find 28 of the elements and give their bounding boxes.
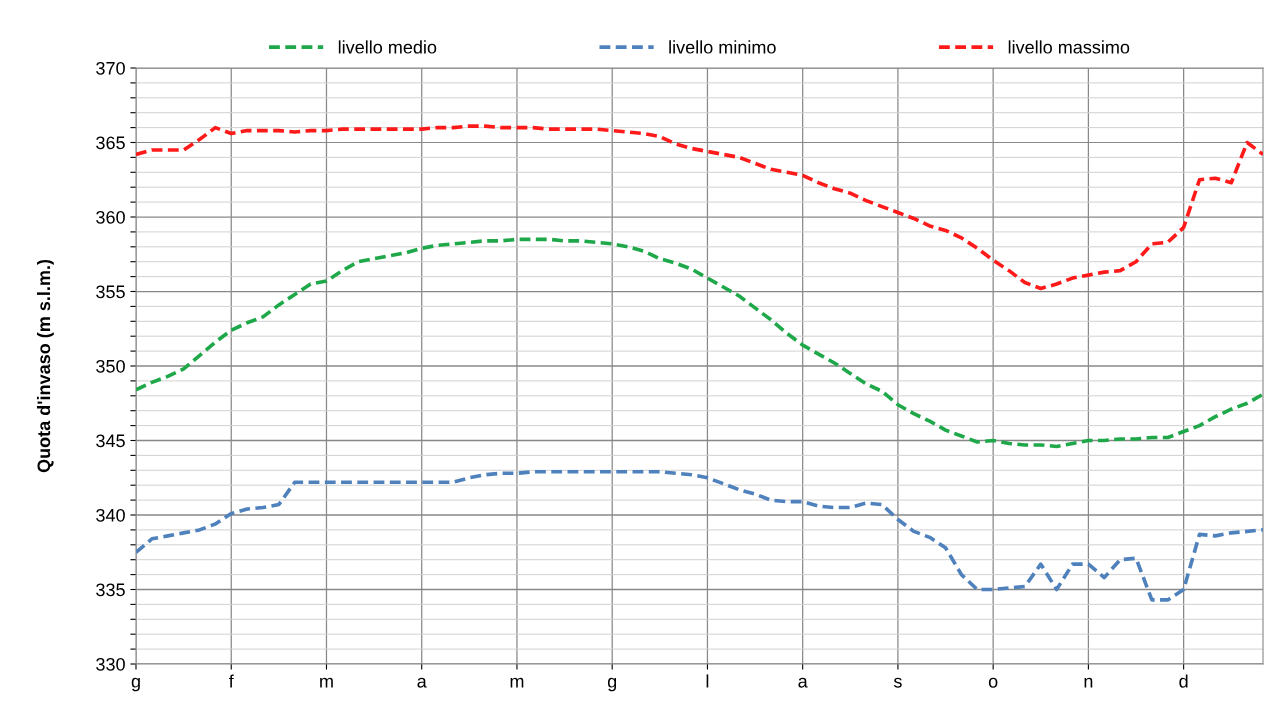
x-tick-label: s [893, 677, 902, 688]
x-tick-label: g [131, 677, 140, 692]
x-tick-label: g [607, 677, 617, 692]
x-tick-label: f [228, 674, 234, 688]
legend-label: livello massimo [1008, 40, 1130, 54]
y-tick-label: 330 [96, 657, 125, 671]
x-tick-label: l [706, 674, 709, 688]
y-tick-label: 340 [96, 508, 125, 522]
line-series [136, 237, 1263, 449]
y-tick-label: 370 [96, 61, 125, 75]
x-tick-label: m [320, 677, 333, 688]
x-tick-label: n [1084, 677, 1093, 688]
line-series [136, 124, 1263, 291]
y-tick-label: 345 [96, 434, 125, 448]
x-tick-label: a [417, 677, 427, 688]
legend-label: livello medio [338, 40, 437, 54]
y-axis-title: Quota d'invaso (m s.l.m.) [36, 259, 54, 473]
x-tick-label: m [510, 677, 524, 688]
y-tick-label: 355 [96, 285, 125, 299]
legend-label: livello minimo [669, 40, 776, 54]
y-tick-label: 365 [96, 136, 125, 150]
line-series [136, 469, 1263, 602]
x-tick-label: o [988, 677, 998, 688]
x-tick-label: a [798, 677, 808, 688]
y-tick-label: 350 [96, 359, 125, 373]
y-tick-label: 335 [96, 583, 125, 597]
x-tick-label: d [1179, 674, 1188, 688]
y-tick-label: 360 [96, 210, 125, 224]
